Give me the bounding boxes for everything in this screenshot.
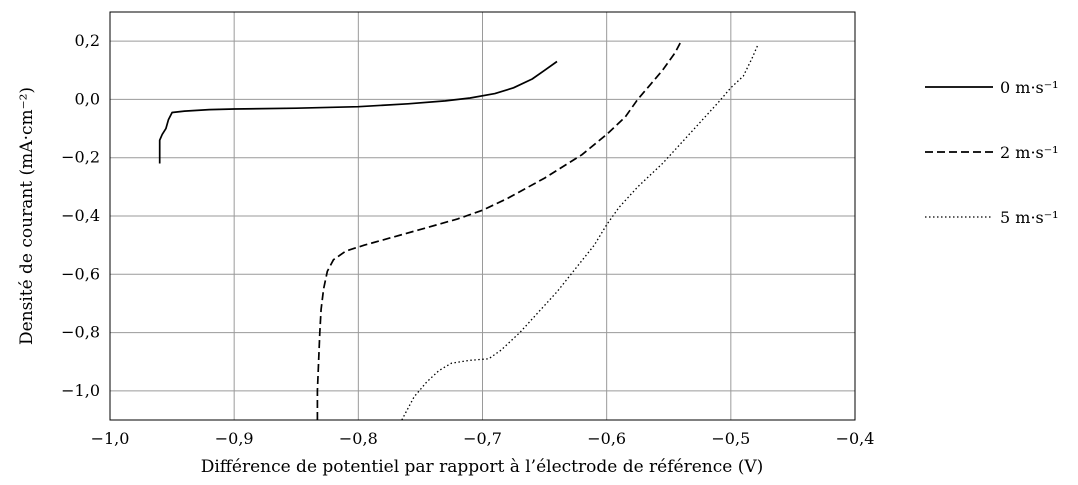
legend-label-0: 0 m·s⁻¹ — [1000, 78, 1059, 97]
x-axis-label: Différence de potentiel par rapport à l’… — [201, 457, 764, 477]
grid — [109, 12, 856, 420]
y-tick-label: −0,2 — [61, 148, 100, 167]
y-tick-labels: 0,2 0,0 −0,2 −0,4 −0,6 −0,8 −1,0 — [61, 31, 100, 400]
series-lines — [158, 40, 759, 421]
x-tick-label: −0,8 — [339, 429, 378, 448]
x-tick-label: −0,9 — [215, 429, 254, 448]
x-tick-label: −0,5 — [711, 429, 750, 448]
y-tick-label: −0,4 — [61, 206, 100, 225]
legend-label-2: 5 m·s⁻¹ — [1000, 208, 1059, 227]
x-tick-labels: −1,0 −0,9 −0,8 −0,7 −0,6 −0,5 −0,4 — [91, 429, 875, 448]
series-line-1 — [316, 40, 682, 420]
series-line-0 — [158, 60, 558, 164]
legend-label-1: 2 m·s⁻¹ — [1000, 143, 1059, 162]
y-tick-label: 0,0 — [75, 89, 100, 108]
y-axis-label: Densité de courant (mA·cm⁻²) — [17, 87, 37, 345]
y-tick-label: −1,0 — [61, 381, 100, 400]
y-tick-label: 0,2 — [75, 31, 100, 50]
legend: 0 m·s⁻¹ 2 m·s⁻¹ 5 m·s⁻¹ — [925, 78, 1059, 227]
x-tick-label: −1,0 — [91, 429, 130, 448]
plot-frame — [109, 11, 856, 421]
y-tick-label: −0,8 — [61, 323, 100, 342]
x-tick-label: −0,7 — [463, 429, 502, 448]
x-tick-label: −0,6 — [587, 429, 626, 448]
y-tick-label: −0,6 — [61, 264, 100, 283]
x-tick-label: −0,4 — [836, 429, 875, 448]
